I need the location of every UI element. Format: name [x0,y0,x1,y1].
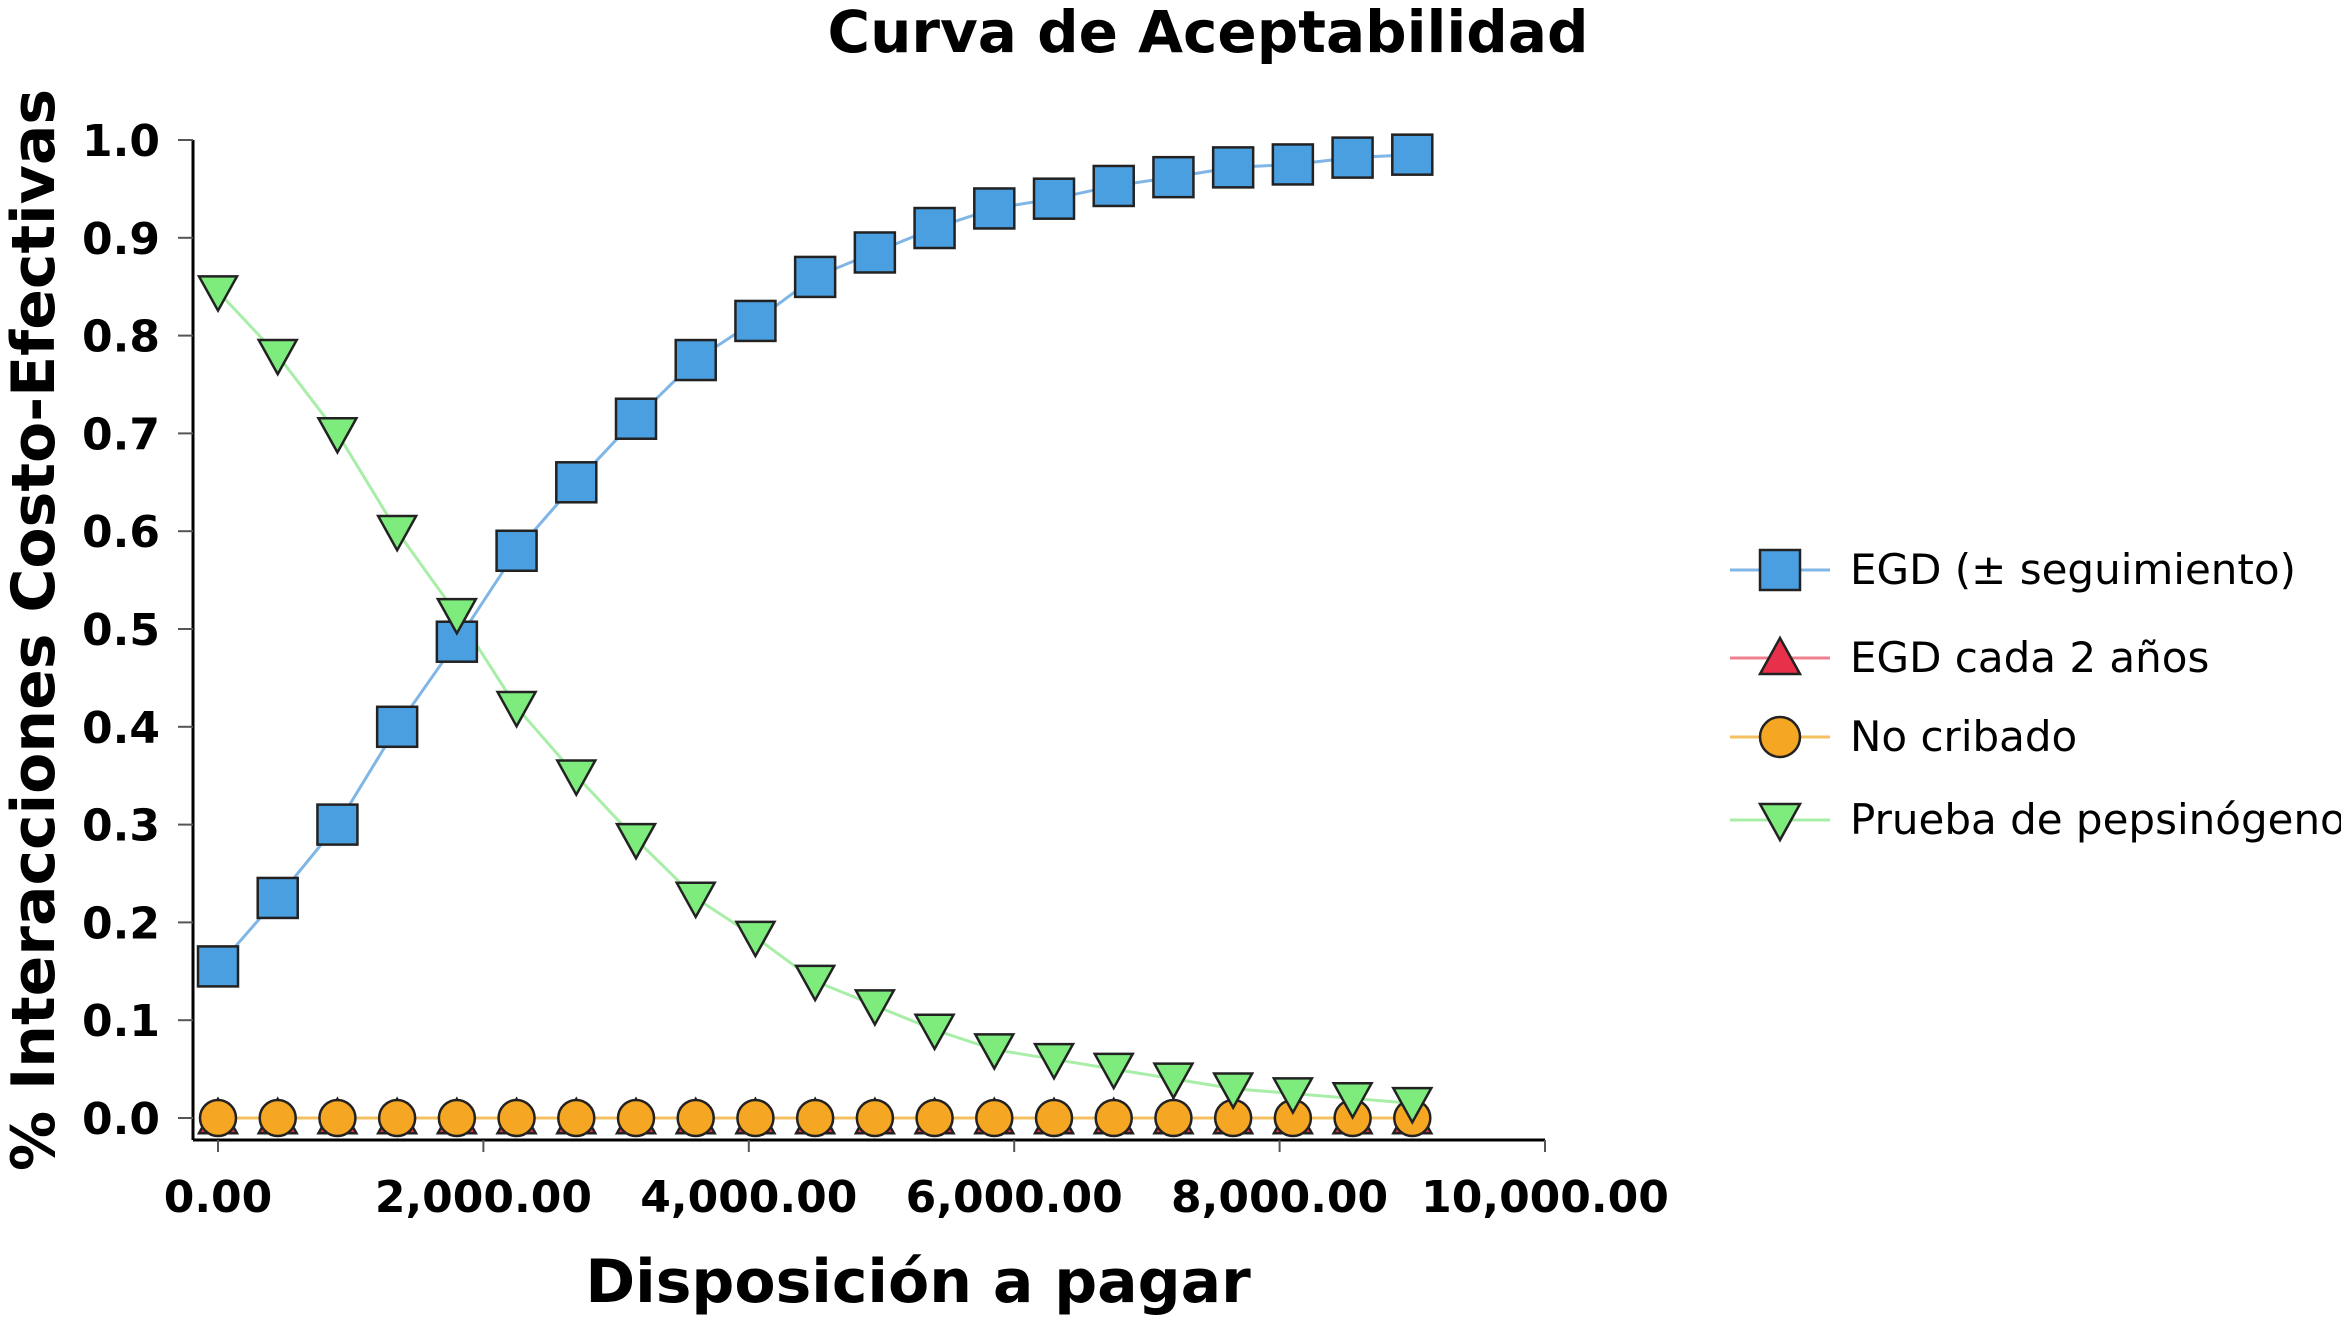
data-point-egd-seguimiento [793,255,837,299]
legend-marker-egd-seguimiento [1758,548,1802,592]
data-point-egd-seguimiento [256,876,299,920]
data-point-egd-seguimiento [1271,143,1315,186]
data-point-no-cribado [676,1098,715,1138]
y-tick-label: 0.5 [82,605,160,656]
data-point-no-cribado [975,1098,1014,1138]
data-point-prueba-de-pepsin-geno [1391,1086,1434,1125]
data-point-prueba-de-pepsin-geno [1032,1042,1076,1081]
data-point-no-cribado [795,1098,835,1138]
data-point-prueba-de-pepsin-geno [196,275,240,314]
data-point-egd-seguimiento [1331,136,1374,179]
x-tick-label: 0.00 [164,1172,273,1223]
legend-label-prueba-de-pepsin-geno: Prueba de pepsinógeno [1850,795,2341,844]
data-point-egd-seguimiento [913,206,956,250]
x-axis-label: Disposición a pagar [585,1247,1251,1317]
x-tick-label: 2,000.00 [375,1172,592,1223]
data-point-no-cribado [1094,1098,1133,1138]
data-point-no-cribado [736,1098,775,1138]
data-point-prueba-de-pepsin-geno [316,416,359,455]
data-point-prueba-de-pepsin-geno [1152,1062,1195,1101]
data-point-egd-seguimiento [614,397,658,440]
data-point-prueba-de-pepsin-geno [614,822,658,861]
data-point-no-cribado [318,1098,357,1138]
data-point-prueba-de-pepsin-geno [794,964,837,1003]
data-point-prueba-de-pepsin-geno [376,514,419,553]
data-point-no-cribado [855,1098,895,1138]
y-ticks: 0.0 0.1 0.2 0.3 0.4 0.5 0.6 0.7 0.8 0.9 1.0 [82,116,193,1145]
data-point-no-cribado [497,1098,536,1138]
data-point-egd-seguimiento [734,299,777,343]
data-point-prueba-de-pepsin-geno [435,597,478,636]
data-point-prueba-de-pepsin-geno [1092,1052,1135,1091]
legend-label-no-cribado: No cribado [1850,712,2077,761]
data-point-prueba-de-pepsin-geno [913,1013,956,1052]
data-point-egd-seguimiento [1092,164,1135,208]
data-point-egd-seguimiento [1391,133,1434,176]
y-tick-label: 0.6 [82,507,160,558]
y-tick-label: 0.9 [82,214,160,265]
data-point-egd-seguimiento [375,705,419,749]
data-point-no-cribado [1154,1098,1193,1138]
y-tick-label: 0.7 [82,409,160,460]
data-point-prueba-de-pepsin-geno [1212,1072,1255,1111]
data-point-no-cribado [377,1098,417,1138]
x-tick-label: 8,000.00 [1171,1172,1388,1223]
data-point-no-cribado [1034,1098,1074,1138]
axes [191,140,1545,1142]
data-point-no-cribado [616,1098,656,1138]
legend: EGD (± seguimiento) EGD cada 2 años No cri… [1730,545,2341,844]
legend-marker-egd-cada-2-a-os [1757,635,1803,676]
data-point-no-cribado [915,1098,954,1138]
y-tick-label: 0.4 [82,703,160,754]
data-point-egd-seguimiento [555,461,598,504]
legend-label-egd-seguimiento: EGD (± seguimiento) [1850,545,2296,594]
series-markers [196,133,1434,1138]
data-point-prueba-de-pepsin-geno [1331,1081,1374,1121]
y-tick-label: 0.1 [82,996,160,1047]
data-point-prueba-de-pepsin-geno [256,338,299,377]
y-tick-label: 1.0 [82,116,160,167]
data-point-egd-seguimiento [973,187,1016,230]
x-tick-label: 10,000.00 [1421,1172,1669,1223]
data-point-prueba-de-pepsin-geno [973,1033,1016,1072]
data-point-no-cribado [437,1098,477,1138]
y-tick-label: 0.3 [82,801,160,852]
data-point-prueba-de-pepsin-geno [1271,1077,1314,1116]
x-tick-label: 4,000.00 [640,1172,857,1223]
data-point-egd-seguimiento [853,231,897,274]
data-point-no-cribado [258,1098,297,1138]
data-point-prueba-de-pepsin-geno [853,989,896,1028]
data-point-no-cribado [198,1098,238,1138]
data-point-egd-seguimiento [495,529,538,573]
y-tick-label: 0.0 [82,1094,160,1145]
x-ticks: 0.00 2,000.00 4,000.00 6,000.00 8,000.00 10,0… [164,1140,1669,1223]
data-point-egd-seguimiento [316,803,359,846]
legend-label-egd-cada-2-a-os: EGD cada 2 años [1850,633,2209,682]
data-point-egd-seguimiento [196,945,240,988]
x-tick-label: 6,000.00 [906,1172,1123,1223]
y-axis-label: % Interacciones Costo-Efectivas [0,89,69,1171]
legend-marker-no-cribado [1758,715,1802,759]
y-tick-label: 0.8 [82,312,160,363]
data-point-prueba-de-pepsin-geno [555,759,598,798]
data-point-egd-seguimiento [674,338,717,382]
data-point-egd-seguimiento [1211,146,1255,189]
chart-title: Curva de Aceptabilidad [828,0,1589,66]
data-point-prueba-de-pepsin-geno [734,920,777,959]
data-point-egd-seguimiento [1032,177,1076,220]
data-point-no-cribado [557,1098,596,1138]
y-tick-label: 0.2 [82,898,160,949]
data-point-prueba-de-pepsin-geno [674,881,717,920]
data-point-egd-seguimiento [1152,155,1195,199]
data-point-prueba-de-pepsin-geno [495,690,538,729]
legend-marker-prueba-de-pepsin-geno [1757,802,1803,843]
